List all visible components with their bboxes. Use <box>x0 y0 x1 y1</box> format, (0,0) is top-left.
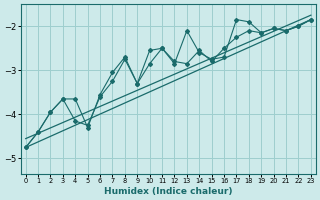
X-axis label: Humidex (Indice chaleur): Humidex (Indice chaleur) <box>104 187 233 196</box>
